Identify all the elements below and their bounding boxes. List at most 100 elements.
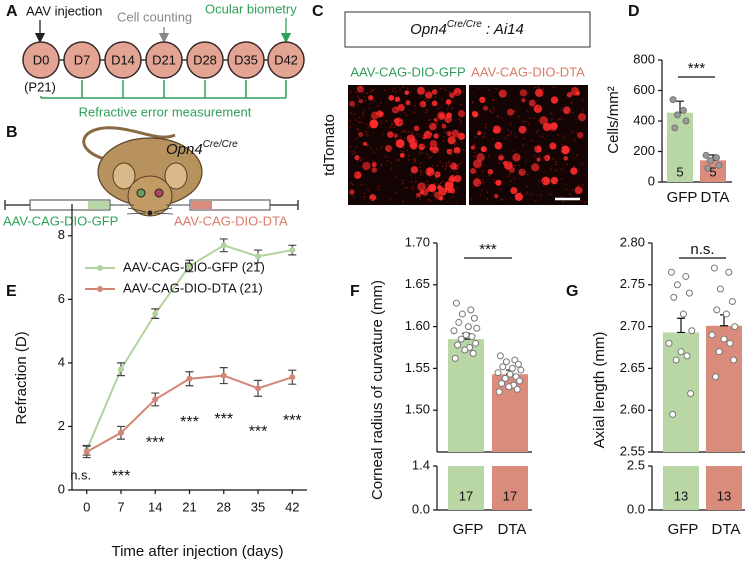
speck (350, 181, 353, 184)
y-tick-label: 600 (633, 82, 655, 97)
category-label: GFP (667, 189, 698, 206)
point (220, 242, 227, 249)
speck (493, 109, 495, 112)
cell (457, 132, 466, 141)
speck (440, 98, 443, 100)
y-axis-label: Axial length (mm) (591, 332, 608, 449)
speck (562, 107, 565, 110)
speck (571, 101, 573, 103)
category-label: GFP (453, 521, 484, 538)
cell (492, 125, 502, 134)
speck (580, 137, 582, 139)
day-label: D0 (33, 52, 50, 67)
speck (428, 157, 430, 159)
speck (402, 200, 404, 203)
data-point (683, 352, 691, 360)
speck (393, 87, 396, 90)
speck (575, 131, 578, 134)
speck (542, 181, 544, 183)
speck (492, 127, 495, 130)
speck (452, 129, 455, 132)
speck (537, 129, 539, 132)
cell (438, 187, 447, 196)
y-tick-label: 2 (58, 418, 65, 433)
speck (560, 178, 563, 180)
cell (447, 136, 456, 145)
speck (448, 164, 450, 167)
cell (391, 106, 399, 114)
speck (426, 183, 429, 186)
speck (563, 137, 565, 140)
data-point (710, 264, 718, 272)
speck (363, 96, 365, 99)
speck (365, 130, 368, 133)
speck (398, 121, 401, 124)
cell (541, 176, 551, 186)
speck (380, 164, 383, 167)
data-point (665, 339, 673, 347)
panel-label: C (312, 3, 324, 20)
cell (369, 194, 377, 201)
speck (575, 154, 578, 157)
data-point (468, 333, 476, 341)
cell (433, 133, 439, 139)
speck (356, 127, 359, 130)
speck (372, 89, 374, 92)
speck (450, 163, 453, 166)
speck (357, 129, 360, 131)
speck (446, 190, 449, 193)
speck (400, 150, 402, 152)
day-label: D7 (74, 52, 91, 67)
speck (436, 123, 439, 125)
speck (405, 186, 407, 189)
cell (416, 192, 422, 198)
data-point (501, 374, 509, 382)
y-tick-label: 0.0 (412, 501, 430, 516)
speck (475, 171, 478, 173)
speck (573, 165, 575, 168)
speck (542, 156, 545, 159)
y-tick-label: 0 (648, 173, 655, 188)
data-point (726, 339, 734, 347)
speck (450, 181, 452, 183)
speck (426, 91, 429, 94)
speck (571, 189, 574, 192)
speck (540, 194, 542, 197)
speck (561, 148, 563, 151)
title-box (344, 11, 591, 48)
data-point (688, 327, 696, 335)
cell (476, 130, 482, 136)
day-node (267, 41, 305, 79)
speck (462, 90, 465, 93)
speck (433, 194, 436, 197)
speck (461, 141, 463, 144)
speck (435, 177, 437, 179)
cell (393, 117, 400, 124)
speck (477, 131, 479, 134)
speck (474, 151, 476, 154)
cell (441, 123, 447, 129)
speck (352, 195, 355, 197)
speck (535, 199, 537, 202)
cell (487, 168, 494, 175)
cell (406, 134, 416, 143)
speck (555, 169, 557, 172)
speck (480, 99, 483, 102)
speck (356, 159, 359, 162)
speck (451, 107, 453, 109)
cell (369, 119, 379, 129)
speck (429, 131, 431, 133)
speck (497, 179, 499, 181)
speck (437, 172, 439, 175)
cell (446, 148, 453, 155)
data-point (725, 268, 733, 276)
speck (458, 163, 461, 166)
speck (377, 114, 379, 117)
cell (399, 153, 405, 158)
n-label: 17 (459, 488, 473, 503)
x-tick-label: 7 (117, 499, 124, 514)
speck (524, 120, 526, 123)
speck (518, 115, 520, 118)
speck (390, 167, 393, 169)
day-label: D42 (274, 52, 298, 67)
